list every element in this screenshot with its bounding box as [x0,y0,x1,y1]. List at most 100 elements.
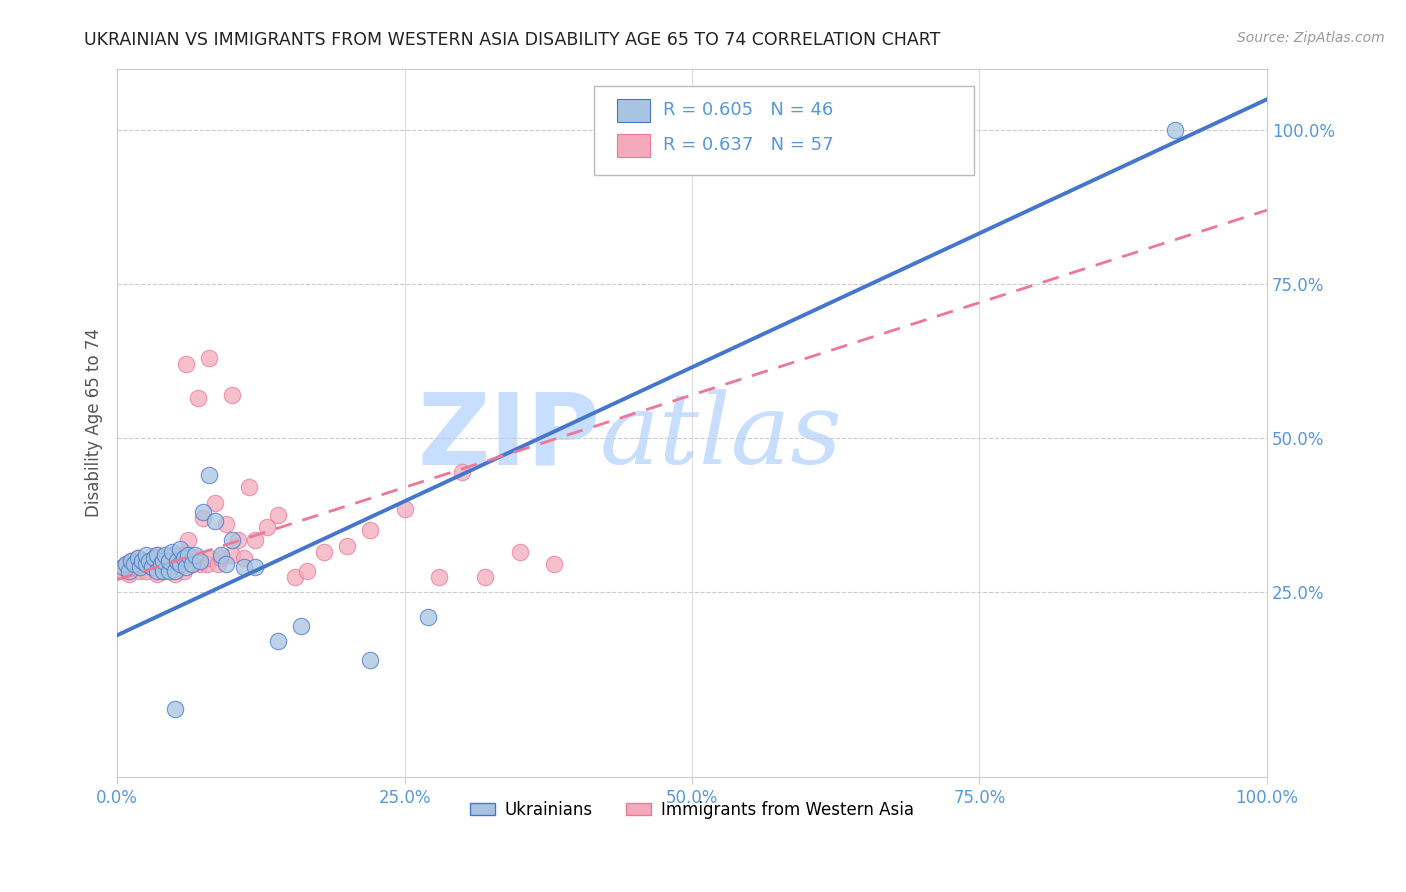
Point [177,548,200,562]
Point [141,560,163,574]
Point [221,388,243,402]
Point [127,551,149,566]
Point [155,548,177,562]
Point [111,564,134,578]
Point [427,570,450,584]
Point [131,558,153,572]
Point [173,564,195,578]
Legend: Ukrainians, Immigrants from Western Asia: Ukrainians, Immigrants from Western Asia [463,794,921,825]
Point [243,533,266,547]
Point [157,554,180,568]
Point [166,554,188,568]
Point [267,508,290,522]
Point [174,357,197,371]
Point [284,570,307,584]
Text: R = 0.605   N = 46: R = 0.605 N = 46 [664,101,834,119]
FancyBboxPatch shape [595,87,974,175]
Point [394,502,416,516]
Point [215,558,238,572]
Point [209,548,232,562]
Point [131,554,153,568]
Point [238,480,260,494]
Point [162,548,184,562]
Point [188,558,211,572]
Point [174,554,197,568]
FancyBboxPatch shape [617,99,650,121]
Point [232,551,254,566]
Point [162,545,184,559]
Text: UKRAINIAN VS IMMIGRANTS FROM WESTERN ASIA DISABILITY AGE 65 TO 74 CORRELATION CH: UKRAINIAN VS IMMIGRANTS FROM WESTERN ASI… [84,31,941,49]
Point [146,564,169,578]
Point [118,564,141,578]
Point [195,558,218,572]
Point [146,566,169,581]
Point [221,548,243,562]
Point [152,554,174,568]
Point [174,560,197,574]
Point [198,351,221,365]
Point [204,514,226,528]
Point [135,564,157,578]
Point [169,558,191,572]
Point [184,551,207,566]
Point [141,560,163,574]
Point [1164,123,1187,137]
Point [336,539,359,553]
Point [124,558,146,572]
FancyBboxPatch shape [617,135,650,157]
Point [215,517,238,532]
Point [226,533,249,547]
Point [474,570,496,584]
Point [267,634,290,648]
Point [243,560,266,574]
Point [207,558,229,572]
Point [416,609,439,624]
Point [152,564,174,578]
Point [146,548,169,562]
Point [184,548,207,562]
Point [152,564,174,578]
Point [135,548,157,562]
Point [221,533,243,547]
Point [163,564,186,578]
Point [193,505,215,519]
Point [143,551,166,566]
Point [198,468,221,483]
Y-axis label: Disability Age 65 to 74: Disability Age 65 to 74 [86,328,103,517]
Text: R = 0.637   N = 57: R = 0.637 N = 57 [664,136,834,154]
Point [204,496,226,510]
Point [118,566,141,581]
Point [157,558,180,572]
Point [193,511,215,525]
Point [173,551,195,566]
Point [166,558,188,572]
Point [359,524,381,538]
Point [169,541,191,556]
Point [149,558,172,572]
Point [138,554,160,568]
Text: atlas: atlas [600,389,842,484]
Point [111,560,134,574]
Point [314,545,336,559]
Point [157,564,180,578]
Point [451,465,474,479]
Point [163,702,186,716]
Point [181,558,204,572]
Point [359,653,381,667]
Point [138,554,160,568]
Point [543,558,565,572]
Point [124,560,146,574]
Point [135,558,157,572]
Point [149,558,172,572]
Point [115,558,138,572]
Point [155,551,177,566]
Point [181,558,204,572]
Point [120,554,142,568]
Point [256,520,278,534]
Point [290,619,312,633]
Point [120,554,142,568]
Point [146,548,169,562]
Point [169,548,191,562]
Point [198,551,221,566]
Point [143,551,166,566]
